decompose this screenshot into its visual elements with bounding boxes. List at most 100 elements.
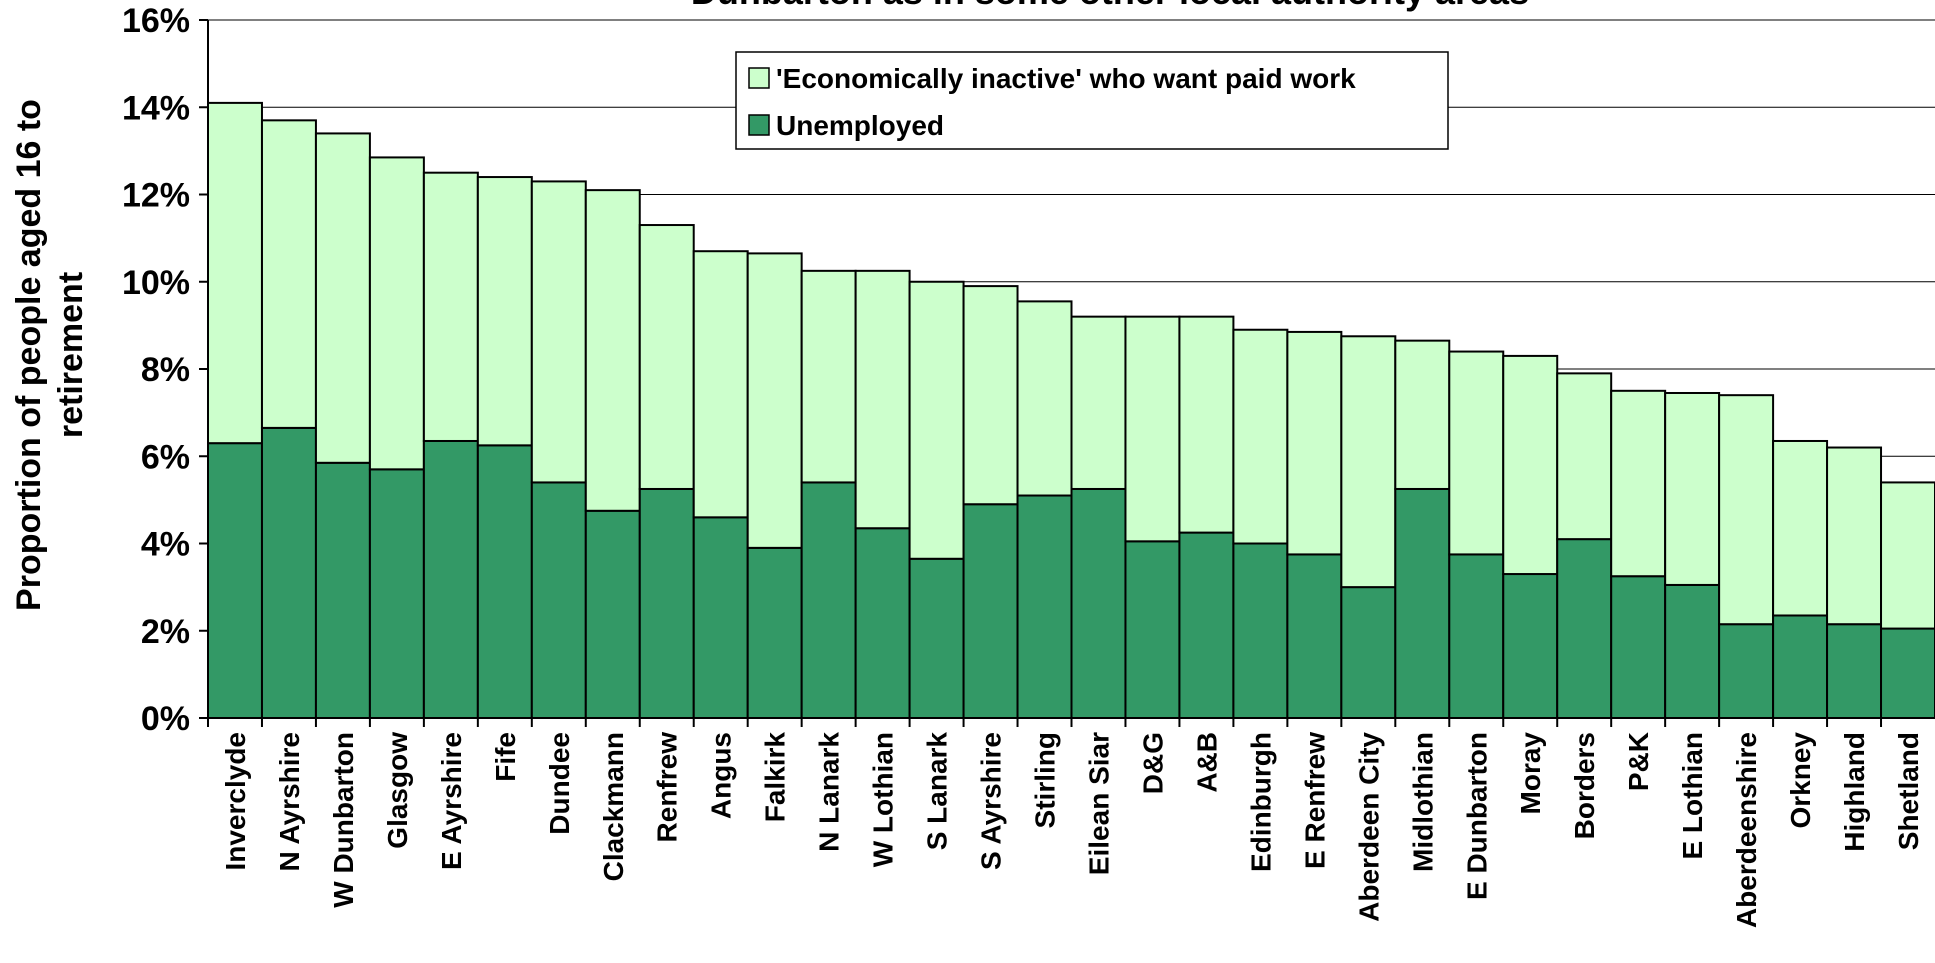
x-tick-label: A&B: [1191, 732, 1222, 793]
y-tick-label: 4%: [141, 526, 190, 564]
bar-economically-inactive-who-want-paid-work: [800, 269, 857, 484]
x-tick-label: S Ayrshire: [976, 732, 1007, 870]
bar-economically-inactive-who-want-paid-work: [1394, 339, 1451, 490]
bar-unemployed: [1610, 575, 1667, 719]
x-tick-labels: Inverclyde N Ayrshire W Dunbarton Glasgow E …: [220, 732, 1924, 929]
bar-unemployed: [962, 503, 1019, 719]
bar-economically-inactive-who-want-paid-work: [1502, 354, 1559, 576]
x-tick-label: W Lothian: [868, 732, 899, 867]
bar-economically-inactive-who-want-paid-work: [1016, 300, 1073, 497]
legend-label-unemployed: Unemployed: [776, 110, 944, 141]
x-tick-label: Aberdeen City: [1353, 732, 1384, 922]
bar-unemployed: [1664, 583, 1721, 719]
bar-unemployed: [1286, 553, 1343, 719]
x-tick-label: Borders: [1569, 732, 1600, 839]
x-tick-label: Midlothian: [1407, 732, 1438, 872]
x-tick-label: Moray: [1515, 732, 1546, 815]
bar-unemployed: [800, 481, 857, 719]
bar-unemployed: [1556, 538, 1613, 720]
y-tick-label: 10%: [122, 264, 190, 302]
bar-economically-inactive-who-want-paid-work: [1232, 328, 1289, 545]
legend-label-inactive: 'Economically inactive' who want paid wo…: [776, 63, 1356, 94]
bar-unemployed: [1718, 623, 1775, 719]
x-tick-label: Renfrew: [652, 732, 683, 843]
bar-unemployed: [746, 546, 803, 719]
bar-unemployed: [638, 487, 695, 719]
x-tick-label: E Ayrshire: [436, 732, 467, 870]
bar-economically-inactive-who-want-paid-work: [1880, 481, 1935, 630]
bar-economically-inactive-who-want-paid-work: [260, 119, 317, 429]
y-axis-label-line-1: Proportion of people aged 16 to: [10, 99, 48, 611]
x-tick-label: Dundee: [544, 732, 575, 835]
y-tick-label: 8%: [141, 351, 190, 389]
bar-unemployed: [1448, 553, 1505, 719]
bar-unemployed: [692, 516, 749, 720]
bar-unemployed: [1016, 494, 1073, 720]
x-tick-label: Stirling: [1030, 732, 1061, 828]
bar-economically-inactive-who-want-paid-work: [1448, 350, 1505, 556]
bar-unemployed: [1340, 586, 1397, 719]
x-tick-label: E Lothian: [1677, 732, 1708, 860]
bar-unemployed: [1232, 542, 1289, 719]
bars: [207, 101, 1935, 720]
bar-economically-inactive-who-want-paid-work: [476, 176, 533, 447]
bar-economically-inactive-who-want-paid-work: [1178, 315, 1235, 534]
bar-unemployed: [1124, 540, 1181, 719]
bar-economically-inactive-who-want-paid-work: [854, 269, 911, 530]
bar-economically-inactive-who-want-paid-work: [207, 101, 263, 445]
bar-unemployed: [530, 481, 587, 719]
bar-unemployed: [1880, 627, 1935, 719]
bar-economically-inactive-who-want-paid-work: [584, 189, 641, 512]
x-tick-label: Clackmann: [598, 732, 629, 881]
x-tick-label: Shetland: [1893, 732, 1924, 850]
x-tick-label: Angus: [706, 732, 737, 819]
x-tick-label: Aberdeenshire: [1731, 732, 1762, 928]
bar-economically-inactive-who-want-paid-work: [422, 171, 479, 442]
bar-economically-inactive-who-want-paid-work: [314, 132, 371, 464]
bar-unemployed: [476, 444, 533, 719]
bar-unemployed: [1178, 531, 1235, 719]
y-tick-label: 0%: [141, 700, 190, 738]
bar-economically-inactive-who-want-paid-work: [1718, 394, 1775, 626]
bar-unemployed: [422, 439, 479, 719]
bar-unemployed: [854, 527, 911, 720]
bar-economically-inactive-who-want-paid-work: [1772, 439, 1829, 617]
bar-economically-inactive-who-want-paid-work: [1826, 446, 1883, 626]
x-tick-label: W Dunbarton: [328, 732, 359, 908]
y-tick-label: 14%: [122, 89, 190, 127]
x-tick-label: D&G: [1137, 732, 1168, 794]
bar-economically-inactive-who-want-paid-work: [746, 252, 803, 549]
bar-economically-inactive-who-want-paid-work: [1070, 315, 1127, 490]
legend-swatch-unemployed: [748, 114, 770, 136]
bar-unemployed: [207, 442, 263, 719]
bar-economically-inactive-who-want-paid-work: [1286, 330, 1343, 556]
y-tick-label: 12%: [122, 177, 190, 215]
legend-swatch-inactive: [748, 67, 770, 89]
x-tick-label: N Ayrshire: [274, 732, 305, 872]
x-tick-label: Edinburgh: [1245, 732, 1276, 872]
bar-economically-inactive-who-want-paid-work: [908, 280, 965, 560]
chart-title: Dunbarton as in some other local authori…: [691, 0, 1529, 12]
x-tick-label: E Renfrew: [1299, 732, 1330, 869]
bar-unemployed: [1772, 614, 1829, 720]
y-tick-label: 6%: [141, 438, 190, 476]
axes: [199, 19, 1935, 727]
x-tick-label: Falkirk: [760, 732, 791, 823]
x-tick-label: Glasgow: [382, 732, 413, 849]
bar-unemployed: [314, 461, 371, 720]
bar-economically-inactive-who-want-paid-work: [530, 180, 587, 484]
x-tick-label: S Lanark: [922, 732, 953, 851]
bar-unemployed: [908, 557, 965, 719]
x-tick-label: Eilean Siar: [1083, 732, 1114, 875]
bar-unemployed: [1394, 487, 1451, 719]
y-tick-label: 2%: [141, 613, 190, 651]
bar-economically-inactive-who-want-paid-work: [1556, 372, 1613, 541]
x-tick-label: Highland: [1839, 732, 1870, 852]
bar-unemployed: [1070, 487, 1127, 719]
y-tick-labels: 0% 2% 4% 6% 8% 10% 12% 14% 16%: [122, 2, 190, 738]
bar-economically-inactive-who-want-paid-work: [692, 250, 749, 519]
y-axis-label-line-2: retirement: [52, 272, 90, 438]
legend-box: [735, 51, 1449, 150]
